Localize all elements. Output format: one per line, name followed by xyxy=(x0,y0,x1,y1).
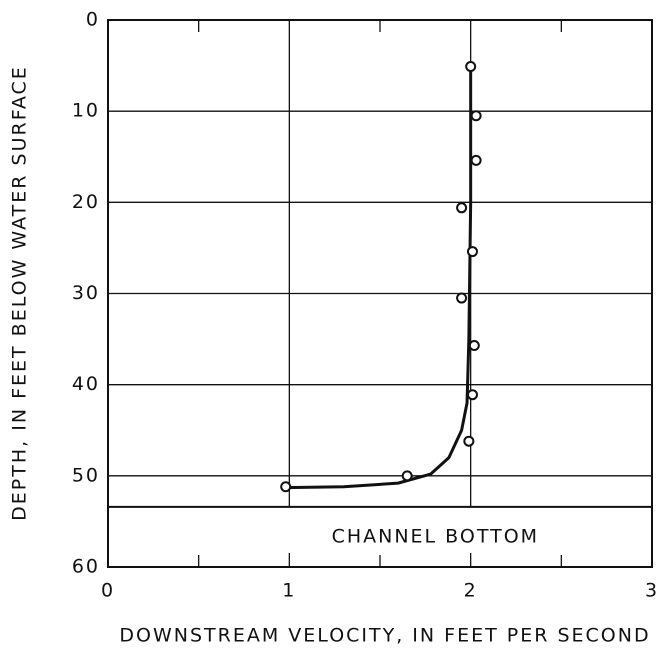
data-point xyxy=(465,60,477,72)
x-axis-label: DOWNSTREAM VELOCITY, IN FEET PER SECOND xyxy=(119,625,650,647)
x-tick-label: 1 xyxy=(282,580,296,602)
y-tick-label: 0 xyxy=(86,9,100,31)
data-point xyxy=(466,389,478,401)
y-tick-label: 10 xyxy=(72,100,100,122)
x-tick-label: 2 xyxy=(464,580,478,602)
y-tick-label: 20 xyxy=(72,191,100,213)
x-tick-label: 3 xyxy=(645,580,659,602)
data-point xyxy=(470,154,482,166)
y-axis-label: DEPTH, IN FEET BELOW WATER SURFACE xyxy=(9,65,31,521)
data-point xyxy=(456,202,468,214)
y-tick-label: 30 xyxy=(72,282,100,304)
x-tick-label: 0 xyxy=(101,580,115,602)
data-point xyxy=(456,292,468,304)
data-point xyxy=(468,339,480,351)
data-point xyxy=(463,435,475,447)
data-point xyxy=(401,470,413,482)
data-point xyxy=(470,110,482,122)
data-point xyxy=(466,246,478,258)
annotation: CHANNEL BOTTOM xyxy=(332,525,540,547)
data-point xyxy=(280,481,292,493)
fit-curve xyxy=(285,65,473,490)
y-tick-label: 40 xyxy=(72,373,100,395)
y-tick-label: 60 xyxy=(72,556,100,578)
y-tick-label: 50 xyxy=(72,464,100,486)
